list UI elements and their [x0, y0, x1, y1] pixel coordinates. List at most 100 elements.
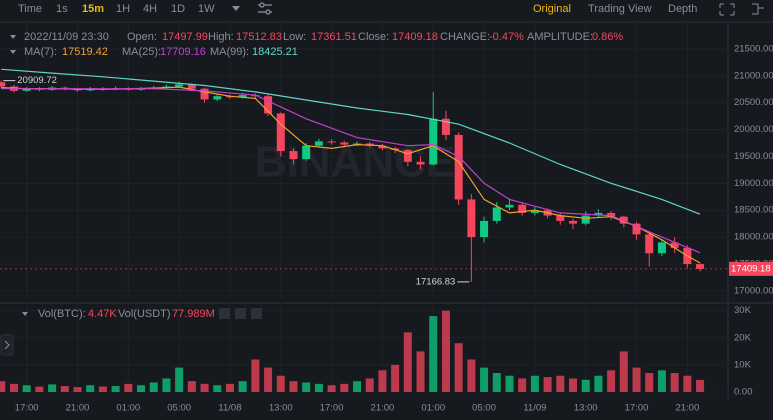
icon-button[interactable] — [251, 308, 262, 319]
ma-line — [1, 88, 701, 254]
candle-body — [696, 264, 705, 269]
candle-body — [200, 88, 209, 100]
volume-bar — [48, 384, 57, 392]
candle-body — [619, 216, 628, 224]
candle-body — [22, 88, 31, 91]
interval-tab[interactable]: Time — [18, 3, 42, 15]
interval-tab[interactable]: 15m — [82, 3, 104, 15]
candle-body — [645, 234, 654, 254]
volume-bar — [619, 351, 628, 392]
candle-body — [518, 204, 527, 213]
toolbar: Time 1s 15m 1H 4H 1D 1W Original Trading… — [18, 2, 764, 16]
candle-body — [187, 84, 196, 89]
volume-bar — [594, 375, 603, 392]
high-label: High: — [208, 31, 234, 43]
x-tick-label: 01:00 — [116, 403, 140, 414]
collapse-icon[interactable] — [10, 35, 16, 39]
candle-body — [480, 220, 489, 238]
volume-bar — [225, 383, 234, 392]
view-tab[interactable]: Original — [533, 3, 571, 15]
candle-body — [581, 215, 590, 224]
vol-tick-label: 0.00 — [734, 387, 753, 398]
collapse-icon[interactable] — [10, 50, 16, 54]
close-label: Close: — [358, 31, 389, 43]
interval-tab[interactable]: 1s — [56, 3, 68, 15]
x-tick-label: 11/09 — [523, 403, 546, 414]
menu-icon[interactable] — [752, 3, 764, 15]
y-tick-label: 21000.00 — [734, 70, 773, 81]
volume-bar — [9, 383, 18, 392]
vol-btc-label: Vol(BTC): — [38, 308, 86, 320]
icon-button[interactable] — [235, 308, 246, 319]
low-label: 17166.83 — [416, 276, 456, 287]
y-tick-label: 17000.00 — [734, 285, 773, 296]
volume-bar — [22, 385, 31, 392]
volume-bar — [35, 386, 44, 392]
last-price-tag — [729, 261, 773, 276]
y-tick-label: 21500.00 — [734, 43, 773, 54]
candle-body — [314, 141, 323, 146]
volume-bar — [391, 364, 400, 392]
y-tick-label: 20500.00 — [734, 97, 773, 108]
volume-bar — [696, 379, 705, 392]
icon-button[interactable] — [219, 308, 230, 319]
volume-bar — [670, 373, 679, 392]
y-tick-label: 19500.00 — [734, 151, 773, 162]
volume-bar — [327, 385, 336, 392]
volume-bar — [429, 316, 438, 392]
change-value: -0.47% — [489, 31, 524, 43]
volume-bar — [543, 377, 552, 392]
volume-bar — [0, 381, 6, 392]
open-label: Open: — [127, 31, 157, 43]
volume-bar — [632, 367, 641, 392]
candle-body — [416, 161, 425, 165]
low-value: 17361.51 — [311, 31, 357, 43]
x-tick-label: 13:00 — [269, 403, 293, 414]
dropdown[interactable] — [232, 6, 240, 11]
close-value: 17409.18 — [392, 31, 438, 43]
volume-bar — [251, 359, 260, 392]
x-tick-label: 05:00 — [472, 403, 496, 414]
vol-usdt-value: 77.989M — [172, 308, 215, 320]
volume-bar — [581, 379, 590, 392]
volume-bar — [111, 386, 120, 392]
high-value: 17512.83 — [236, 31, 282, 43]
candle-body — [632, 223, 641, 235]
volume-bar — [683, 375, 692, 392]
volume-bar — [124, 383, 133, 392]
candle-body — [429, 118, 438, 165]
candle-body — [327, 141, 336, 143]
interval-tab[interactable]: 1D — [171, 3, 185, 15]
volume-bar — [289, 381, 298, 392]
x-tick-label: 17:00 — [320, 403, 344, 414]
volume-bar — [86, 385, 95, 392]
candle-body — [264, 96, 273, 114]
volume-bar — [378, 370, 387, 392]
fullscreen-icon[interactable] — [719, 3, 735, 16]
y-tick-label: 18000.00 — [734, 232, 773, 243]
vol-usdt-label: Vol(USDT) — [118, 308, 171, 320]
x-tick-label: 21:00 — [66, 403, 90, 414]
volume-bar — [73, 387, 82, 392]
settings-icon[interactable] — [258, 2, 272, 15]
collapse-icon[interactable] — [22, 312, 28, 316]
interval-tab[interactable]: 4H — [143, 3, 157, 15]
candle-body — [276, 113, 285, 152]
datetime: 2022/11/09 23:30 — [24, 31, 109, 43]
expand-button[interactable] — [0, 334, 14, 356]
candle-body — [670, 242, 679, 248]
volume-bar — [264, 367, 273, 392]
info-bar: 2022/11/09 23:30 Open: 17497.99 High: 17… — [0, 31, 623, 356]
view-tab[interactable]: Trading View — [588, 3, 652, 15]
interval-tab[interactable]: 1H — [116, 3, 130, 15]
ma-legend-label: MA(7): — [24, 46, 57, 58]
vol-btc-value: 4.47K — [88, 308, 117, 320]
view-tab[interactable]: Depth — [668, 3, 697, 15]
candle-body — [505, 204, 514, 208]
interval-tab[interactable]: 1W — [198, 3, 215, 15]
volume-bar — [60, 386, 69, 392]
volume-bar — [314, 383, 323, 392]
volume-bar — [530, 375, 539, 392]
volume-bar — [441, 310, 450, 392]
